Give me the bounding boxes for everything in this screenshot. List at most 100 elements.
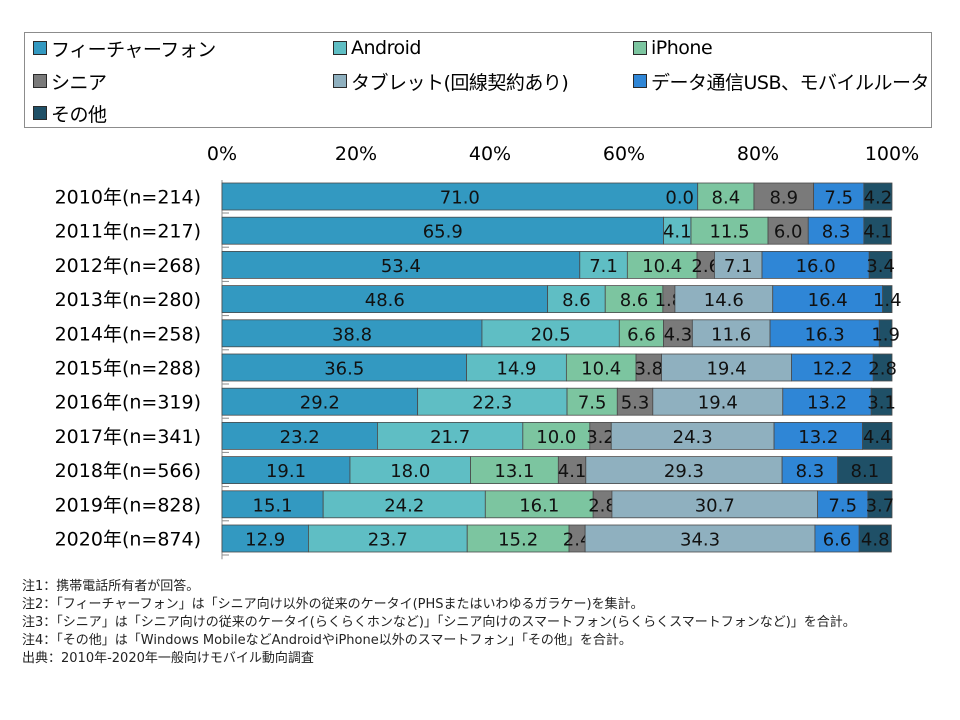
bar-segment <box>772 285 884 314</box>
legend-swatch <box>33 74 47 88</box>
data-label: 6.6 <box>823 530 852 551</box>
bar-segment <box>868 250 893 279</box>
bar-segment <box>221 319 483 348</box>
data-label: 12.9 <box>245 530 285 551</box>
x-tick-label: 0% <box>207 143 237 165</box>
source-note: 出典：2010年-2020年一般向けモバイル動向調査 <box>22 651 314 666</box>
data-label: 4.2 <box>864 188 893 209</box>
bar-segment <box>769 319 880 348</box>
data-label: 30.7 <box>695 495 735 516</box>
legend-label: iPhone <box>651 37 713 59</box>
bar-segment <box>782 387 872 416</box>
bar-segment <box>837 456 893 485</box>
data-label: 10.0 <box>536 427 576 448</box>
data-label: 36.5 <box>324 359 364 380</box>
data-label: 1.9 <box>871 324 900 345</box>
bar-segment <box>470 456 559 485</box>
category-label: 2015年(n=288) <box>55 358 201 380</box>
data-label: 3.8 <box>634 359 663 380</box>
data-label: 2.8 <box>588 495 617 516</box>
data-label: 3.7 <box>866 495 895 516</box>
note-4: 注4：「その他」は「Windows MobileなどAndroidやiPhone… <box>22 633 632 648</box>
bar-segment <box>565 353 637 382</box>
data-label: 12.2 <box>812 359 852 380</box>
bar-segment <box>814 524 860 553</box>
data-label: 4.1 <box>663 222 692 243</box>
data-label: 8.9 <box>769 188 798 209</box>
x-tick-label: 100% <box>865 143 919 165</box>
data-label: 4.1 <box>558 461 587 482</box>
data-label: 3.1 <box>867 393 896 414</box>
legend-item: タブレット(回線契約あり) <box>333 69 569 94</box>
bar-segment <box>773 421 863 450</box>
data-label: 24.3 <box>673 427 713 448</box>
data-label: 13.2 <box>798 427 838 448</box>
data-label: 19.4 <box>698 393 738 414</box>
data-label: 21.7 <box>430 427 470 448</box>
data-label: 8.3 <box>796 461 825 482</box>
legend-item: データ通信USB、モバイルルータ <box>633 69 930 94</box>
legend-label: Android <box>351 37 421 59</box>
legend-item: フィーチャーフォン <box>33 36 216 61</box>
data-label: 10.4 <box>581 359 621 380</box>
data-label: 10.4 <box>642 256 682 277</box>
bar-segment <box>221 216 664 245</box>
data-label: 8.6 <box>620 290 649 311</box>
legend-item: Android <box>333 36 421 60</box>
legend-item: シニア <box>33 69 107 94</box>
legend-swatch <box>633 41 647 55</box>
x-tick-label: 20% <box>335 143 377 165</box>
bar-segment <box>878 319 893 348</box>
stacked-bar-chart: 0% 20% 40% 60% 80% 100% 2010年(n=214) 71.0 0.0 8.4… <box>55 143 919 560</box>
bar-segment <box>522 421 591 450</box>
category-label: 2014年(n=258) <box>55 323 201 345</box>
bar-segment <box>882 285 893 314</box>
bar-segment <box>557 456 587 485</box>
data-label: 29.3 <box>664 461 704 482</box>
bar-segment <box>870 387 893 416</box>
category-label: 2016年(n=319) <box>55 392 201 414</box>
legend-swatch <box>633 74 647 88</box>
data-label: 1.4 <box>873 290 902 311</box>
data-label: 6.0 <box>774 222 803 243</box>
data-label: 16.1 <box>519 495 559 516</box>
data-label: 7.1 <box>724 256 753 277</box>
data-label: 8.4 <box>712 188 741 209</box>
data-label: 8.1 <box>851 461 880 482</box>
data-label: 34.3 <box>680 530 720 551</box>
bar-segment <box>626 250 698 279</box>
data-label: 13.2 <box>807 393 847 414</box>
bar-segment <box>791 353 874 382</box>
data-label: 16.4 <box>808 290 848 311</box>
legend-swatch <box>333 74 347 88</box>
data-label: 71.0 <box>440 188 480 209</box>
data-label: 22.3 <box>472 393 512 414</box>
bar-segment <box>566 387 618 416</box>
bar-segment <box>691 319 771 348</box>
data-label: 11.6 <box>711 324 751 345</box>
legend-label: シニア <box>51 71 107 94</box>
data-label: 6.6 <box>627 324 656 345</box>
category-label: 2010年(n=214) <box>55 187 201 209</box>
data-label: 2.8 <box>868 359 897 380</box>
x-tick-label: 60% <box>603 143 645 165</box>
bar-segment <box>714 250 763 279</box>
bar-segment <box>767 216 809 245</box>
data-label: 4.1 <box>863 222 892 243</box>
category-label: 2017年(n=341) <box>55 426 201 448</box>
data-label: 19.4 <box>706 359 746 380</box>
bar-segment <box>863 182 893 211</box>
bar-segment <box>761 250 870 279</box>
bar-segment <box>618 319 664 348</box>
data-label: 14.9 <box>496 359 536 380</box>
bar-segment <box>863 216 892 245</box>
bar-segment <box>221 524 309 553</box>
legend-label: その他 <box>51 103 107 126</box>
bar-segment <box>584 524 816 553</box>
data-label: 29.2 <box>300 393 340 414</box>
bar-segment <box>753 182 815 211</box>
data-label: 65.9 <box>423 222 463 243</box>
footnotes: 注1：携帯電話所有者が回答。 注2：「フィーチャーフォン」は「シニア向け以外の従… <box>22 578 856 668</box>
bar-segment <box>417 387 568 416</box>
x-tick-label: 40% <box>469 143 511 165</box>
